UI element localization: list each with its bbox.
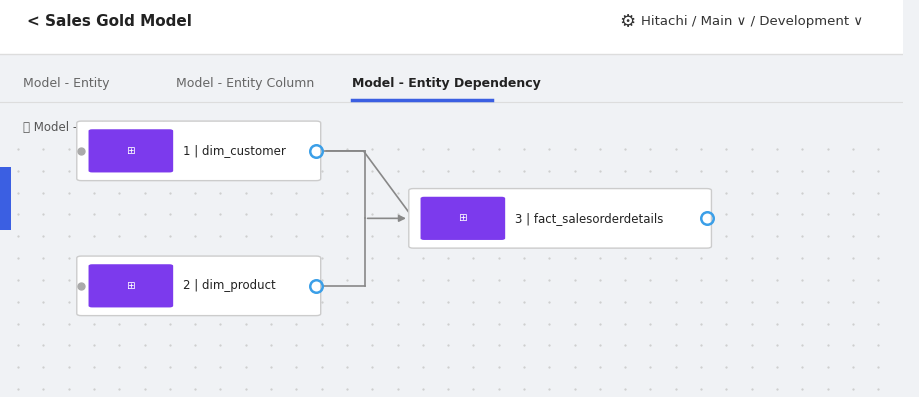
FancyBboxPatch shape — [88, 264, 173, 307]
Text: Model - Entity Dependency: Model - Entity Dependency — [352, 77, 541, 90]
FancyBboxPatch shape — [77, 121, 321, 181]
Text: ⚙: ⚙ — [618, 13, 635, 31]
Text: 3 | fact_salesorderdetails: 3 | fact_salesorderdetails — [516, 212, 664, 225]
Text: 2 | dim_product: 2 | dim_product — [183, 279, 276, 292]
Text: ⊞: ⊞ — [126, 281, 135, 291]
Text: < Sales Gold Model: < Sales Gold Model — [27, 14, 192, 29]
Text: Model - Entity: Model - Entity — [23, 77, 109, 90]
Text: ⓘ Model - Entity Dependency: ⓘ Model - Entity Dependency — [23, 121, 193, 133]
FancyBboxPatch shape — [409, 189, 711, 248]
Text: Model - Entity Column: Model - Entity Column — [176, 77, 314, 90]
Text: Hitachi / Main ∨ / Development ∨: Hitachi / Main ∨ / Development ∨ — [641, 15, 864, 28]
FancyBboxPatch shape — [0, 0, 903, 54]
FancyBboxPatch shape — [88, 129, 173, 172]
FancyBboxPatch shape — [77, 256, 321, 316]
FancyBboxPatch shape — [0, 167, 11, 230]
FancyBboxPatch shape — [421, 197, 505, 240]
Text: ⊞: ⊞ — [126, 146, 135, 156]
Text: ⊞: ⊞ — [458, 213, 467, 224]
Text: 1 | dim_customer: 1 | dim_customer — [183, 145, 286, 157]
